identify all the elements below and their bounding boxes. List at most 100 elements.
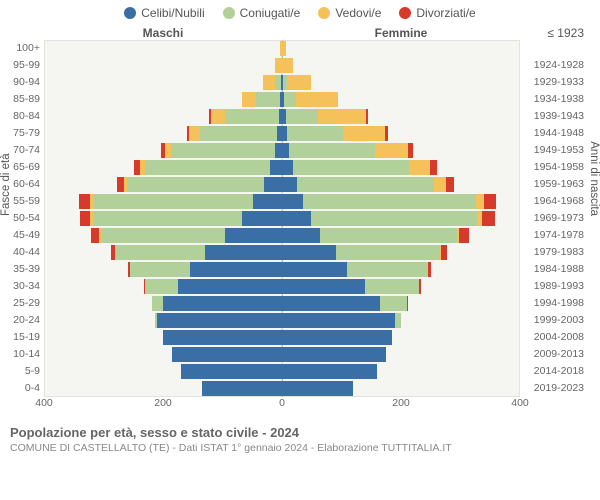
bar-right [282,296,520,311]
bar-left [44,313,282,328]
bar-right [282,194,520,209]
seg-c [163,330,282,345]
seg-c [282,194,303,209]
age-label: 5-9 [4,363,44,380]
year-label: 1924-1928 [520,57,584,74]
seg-c [178,279,282,294]
seg-c [205,245,282,260]
year-label: 1989-1993 [520,278,584,295]
bar-row [44,176,520,193]
seg-v [282,41,286,56]
bar-left [44,126,282,141]
column-headers: Maschi Femmine ≤ 1923 [0,26,600,40]
bar-right [282,330,520,345]
seg-v [189,126,200,141]
bar-right [282,347,520,362]
legend-swatch-celibi [124,7,136,19]
bar-right [282,160,520,175]
age-label: 50-54 [4,210,44,227]
age-label: 15-19 [4,329,44,346]
seg-n [289,143,375,158]
seg-d [366,109,368,124]
seg-n [171,143,275,158]
legend: Celibi/NubiliConiugati/eVedovi/eDivorzia… [0,4,600,26]
seg-d [419,279,421,294]
seg-n [127,177,264,192]
bar-right [282,364,520,379]
seg-c [282,228,320,243]
x-tick: 200 [154,397,172,409]
legend-item-coniugati: Coniugati/e [223,6,301,20]
seg-c [264,177,282,192]
seg-n [297,177,434,192]
age-label: 75-79 [4,125,44,142]
year-label: 1964-1968 [520,193,584,210]
seg-c [181,364,282,379]
seg-n [225,109,279,124]
legend-item-divorziati: Divorziati/e [399,6,475,20]
bar-left [44,347,282,362]
seg-d [79,194,90,209]
bar-right [282,92,520,107]
seg-n [286,109,319,124]
legend-label-coniugati: Coniugati/e [240,6,301,20]
seg-n [93,211,242,226]
bar-row [44,142,520,159]
seg-c [282,262,347,277]
bar-row [44,380,520,397]
seg-c [275,143,282,158]
bar-row [44,40,520,57]
seg-v [275,58,282,73]
age-label: 55-59 [4,193,44,210]
bar-left [44,228,282,243]
seg-v [263,75,275,90]
year-label: 2004-2008 [520,329,584,346]
x-axis: 4002000200400 [44,397,520,415]
seg-n [101,228,226,243]
bar-right [282,41,520,56]
year-labels-column: 1924-19281929-19331934-19381939-19431944… [520,40,590,397]
bar-row [44,261,520,278]
seg-d [459,228,469,243]
bar-left [44,109,282,124]
seg-d [117,177,124,192]
legend-swatch-vedovi [318,7,330,19]
bar-right [282,143,520,158]
seg-c [163,296,282,311]
bar-left [44,194,282,209]
x-tick: 200 [392,397,410,409]
bars-column [44,40,520,397]
bar-left [44,92,282,107]
year-label: 1979-1983 [520,244,584,261]
age-labels-column: 100+95-9990-9485-8980-8475-7970-7465-696… [4,40,44,397]
age-label: 25-29 [4,295,44,312]
bar-right [282,211,520,226]
seg-c [282,160,293,175]
seg-c [282,211,311,226]
chart-title: Popolazione per età, sesso e stato civil… [0,415,600,442]
bar-left [44,41,282,56]
seg-n [145,279,178,294]
seg-v [476,194,484,209]
seg-c [157,313,282,328]
year-label: 1959-1963 [520,176,584,193]
seg-v [375,143,408,158]
bar-left [44,330,282,345]
age-label: 90-94 [4,74,44,91]
bar-row [44,295,520,312]
bar-right [282,381,520,396]
seg-v [343,126,385,141]
bar-row [44,278,520,295]
bar-right [282,228,520,243]
seg-n [293,160,409,175]
seg-c [282,296,380,311]
seg-c [270,160,282,175]
seg-c [242,211,282,226]
seg-d [482,211,495,226]
seg-n [145,160,270,175]
seg-v [211,109,225,124]
bar-right [282,279,520,294]
age-label: 10-14 [4,346,44,363]
seg-v [318,109,366,124]
seg-v [282,58,293,73]
